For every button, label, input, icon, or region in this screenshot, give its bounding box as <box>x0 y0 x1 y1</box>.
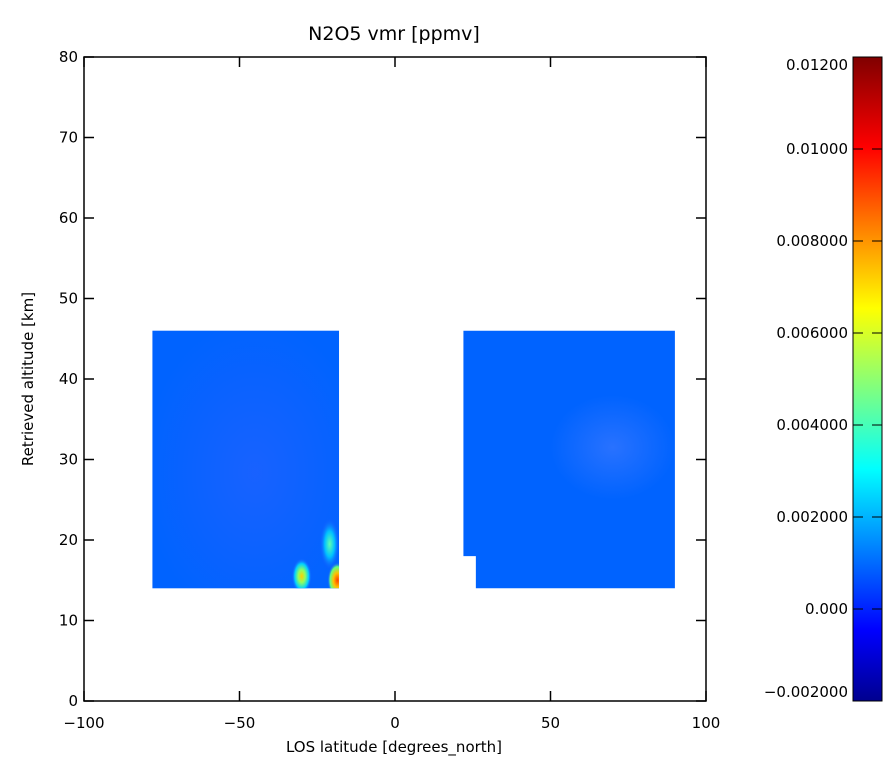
chart-title: N2O5 vmr [ppmv] <box>308 23 480 45</box>
colorbar-tick-label: 0.01200 <box>786 56 848 74</box>
region-1-shading <box>152 330 340 589</box>
y-axis-label: Retrieved altitude [km] <box>19 292 37 466</box>
y-axis: 0 10 20 30 40 50 60 70 80 <box>59 48 706 710</box>
y-tick-label: 40 <box>59 370 78 388</box>
colorbar-tick-label: 0.008000 <box>776 232 848 250</box>
x-axis: −100 −50 0 50 100 <box>63 57 720 732</box>
x-tick-label: −100 <box>63 714 104 732</box>
hotspot-1 <box>291 558 312 589</box>
colorbar-tick-label: 0.006000 <box>776 324 848 342</box>
colorbar-tick-label: 0.000 <box>805 600 848 618</box>
colorbar-tick-label: −0.002000 <box>764 683 848 701</box>
x-tick-label: 100 <box>692 714 721 732</box>
y-tick-label: 60 <box>59 209 78 227</box>
colorbar-axis: −0.002000 0.000 0.002000 0.004000 0.006000 0.… <box>764 56 882 702</box>
y-tick-label: 10 <box>59 612 78 630</box>
y-tick-label: 70 <box>59 129 78 147</box>
y-tick-label: 30 <box>59 451 78 469</box>
colorbar-tick-label: 0.002000 <box>776 508 848 526</box>
region-2-enhancement <box>550 395 675 500</box>
hotspot-3 <box>327 562 340 589</box>
y-tick-label: 0 <box>68 692 78 710</box>
x-tick-label: 50 <box>541 714 560 732</box>
x-tick-label: −50 <box>224 714 256 732</box>
hotspot-2 <box>319 518 340 571</box>
colorbar-tick-label: 0.01000 <box>786 140 848 158</box>
y-tick-label: 80 <box>59 48 78 66</box>
x-axis-label: LOS latitude [degrees_north] <box>286 738 502 757</box>
y-tick-label: 20 <box>59 531 78 549</box>
y-tick-label: 50 <box>59 290 78 308</box>
heatmap-regions <box>152 330 675 589</box>
colorbar <box>852 56 883 702</box>
x-tick-label: 0 <box>390 714 400 732</box>
colorbar-tick-label: 0.004000 <box>776 416 848 434</box>
